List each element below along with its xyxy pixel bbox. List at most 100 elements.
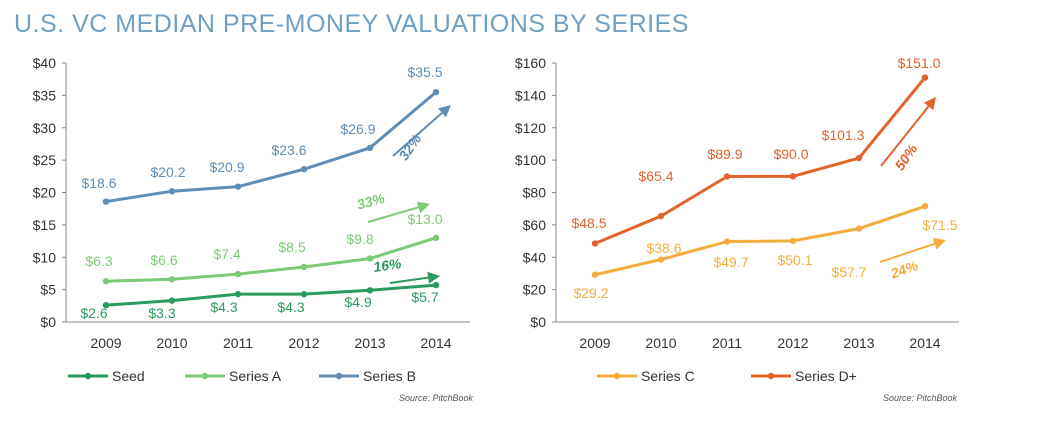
data-label: $6.6 [150, 252, 177, 268]
y-tick-label: $30 [33, 120, 57, 136]
data-label: $4.3 [277, 299, 304, 315]
data-point [723, 238, 731, 245]
growth-arrow-line [389, 276, 429, 284]
series-line [105, 236, 437, 283]
growth-arrow-head [932, 238, 946, 250]
data-label: $26.9 [340, 121, 375, 137]
y-tick-label: $80 [523, 185, 547, 201]
data-label: $29.2 [573, 285, 608, 301]
data-label: $49.7 [713, 254, 748, 270]
data-point [168, 276, 176, 283]
data-label: $3.3 [148, 305, 175, 321]
growth-label: 50% [891, 141, 920, 174]
x-tick-label: 2013 [354, 335, 385, 351]
y-tick-label: $20 [33, 185, 57, 201]
data-point [102, 278, 110, 285]
data-point [432, 234, 440, 242]
data-point [366, 255, 374, 262]
y-tick-label: $0 [530, 314, 546, 330]
legend-label: Series C [641, 368, 695, 384]
data-label: $6.3 [85, 253, 112, 269]
y-tick-label: $40 [523, 249, 547, 265]
series-line [594, 204, 926, 277]
data-point [234, 183, 242, 190]
source-note: Source: PitchBook [883, 393, 958, 403]
legend-label: Series B [363, 368, 416, 384]
data-label: $48.5 [571, 215, 606, 231]
data-point [168, 188, 176, 195]
x-tick-label: 2009 [90, 335, 121, 351]
data-point [432, 88, 440, 96]
data-point [102, 198, 110, 205]
data-point [432, 281, 440, 289]
data-label: $23.6 [271, 142, 306, 158]
data-label: $101.3 [822, 127, 865, 143]
data-point [366, 287, 374, 294]
growth-arrow-line [880, 105, 930, 167]
growth-arrow-head [427, 271, 440, 284]
y-tick-label: $100 [515, 152, 546, 168]
x-tick-label: 2011 [223, 335, 253, 351]
growth-label: 32% [395, 131, 424, 164]
x-tick-label: 2013 [843, 335, 874, 351]
data-point [921, 74, 929, 81]
y-tick-label: $25 [33, 152, 57, 168]
data-point [591, 271, 599, 278]
data-label: $2.6 [80, 305, 107, 321]
data-point [789, 173, 797, 180]
y-tick-label: $60 [523, 217, 547, 233]
data-point [723, 173, 731, 180]
series-line [594, 76, 927, 245]
legend-marker [613, 372, 621, 380]
data-label: $7.4 [213, 246, 240, 262]
growth-arrow-line [367, 206, 419, 223]
data-point [168, 297, 176, 304]
legend-marker [335, 372, 343, 380]
series-line [105, 90, 437, 204]
source-note: Source: PitchBook [399, 393, 474, 403]
data-label: $71.5 [922, 217, 957, 233]
data-label: $65.4 [638, 168, 673, 184]
data-label: $8.5 [278, 239, 305, 255]
data-point [921, 203, 929, 210]
data-label: $90.0 [773, 146, 808, 162]
chart-title: U.S. VC MEDIAN PRE-MONEY VALUATIONS BY S… [14, 10, 689, 38]
legend-marker [84, 372, 92, 380]
y-tick-label: $140 [515, 87, 546, 103]
data-label: $20.9 [209, 159, 244, 175]
data-label: $4.3 [210, 299, 237, 315]
data-point [102, 301, 110, 309]
growth-arrow-line [879, 242, 935, 263]
y-tick-label: $10 [33, 249, 57, 265]
x-tick-label: 2010 [645, 335, 676, 351]
growth-label: 24% [887, 257, 920, 282]
legend-label: Seed [112, 368, 145, 384]
y-tick-label: $35 [33, 87, 57, 103]
data-label: $151.0 [898, 55, 941, 71]
data-label: $57.7 [831, 264, 866, 280]
growth-label: 33% [355, 190, 387, 213]
data-point [300, 263, 308, 271]
legend-label: Series D+ [795, 368, 857, 384]
growth-label: 16% [372, 255, 403, 275]
data-label: $38.6 [646, 240, 681, 256]
y-tick-label: $5 [40, 282, 56, 298]
y-tick-label: $20 [523, 282, 547, 298]
y-tick-label: $0 [40, 314, 56, 330]
data-label: $4.9 [344, 294, 371, 310]
data-point [234, 290, 242, 298]
x-tick-label: 2014 [420, 335, 451, 351]
y-tick-label: $160 [515, 55, 546, 71]
x-tick-label: 2011 [712, 335, 742, 351]
y-tick-label: $120 [515, 120, 546, 136]
y-tick-label: $15 [33, 217, 57, 233]
data-label: $35.5 [407, 64, 442, 80]
x-tick-label: 2012 [288, 335, 319, 351]
data-label: $13.0 [407, 211, 442, 227]
data-label: $5.7 [411, 289, 438, 305]
x-tick-label: 2009 [579, 335, 610, 351]
series-line [105, 283, 437, 307]
data-label: $20.2 [150, 164, 185, 180]
legend-label: Series A [229, 368, 282, 384]
